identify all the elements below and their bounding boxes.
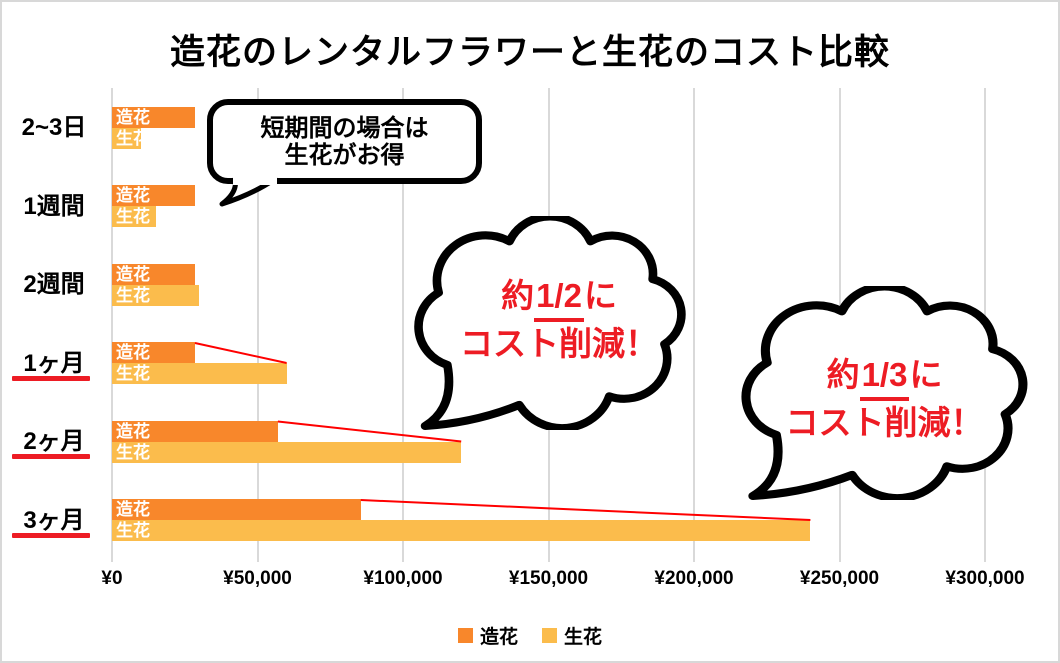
speech-bubble-line1: 短期間の場合は bbox=[260, 115, 429, 142]
gridline bbox=[256, 88, 259, 562]
bar-series-label: 造花 bbox=[116, 343, 150, 362]
speech-bubble-outline bbox=[207, 99, 482, 207]
seika-bar: 生花 bbox=[112, 363, 287, 384]
x-tick-label: ¥150,000 bbox=[508, 568, 589, 589]
speech-bubble-line2: 生花がお得 bbox=[284, 142, 405, 169]
category-underline bbox=[12, 375, 90, 381]
cloud-half-text: 約1/2に コスト削減！ bbox=[428, 274, 690, 365]
cloud-half-line1: 約1/2に bbox=[428, 274, 690, 322]
bar-series-label: 造花 bbox=[116, 107, 150, 127]
bar-series-label: 造花 bbox=[116, 186, 150, 205]
legend-item: 造花 bbox=[457, 622, 518, 649]
legend-item: 生花 bbox=[542, 622, 602, 649]
category-label: 1ヶ月 bbox=[23, 349, 85, 377]
category-label: 2ヶ月 bbox=[23, 428, 85, 455]
bar-series-label: 生花 bbox=[116, 442, 150, 462]
speech-bubble-short-term: 短期間の場合は 生花がお得 bbox=[207, 99, 482, 211]
bar-series-label: 生花 bbox=[116, 285, 150, 305]
seika-bar: 生花 bbox=[112, 127, 150, 149]
chart-legend: 造花 生花 bbox=[2, 622, 1058, 649]
x-tick-label: ¥200,000 bbox=[654, 568, 734, 589]
bar-series-label: 生花 bbox=[116, 364, 150, 383]
x-tick-label: ¥100,000 bbox=[363, 568, 443, 589]
legend-swatch bbox=[457, 628, 473, 643]
fraction-half: 1/2 bbox=[534, 274, 584, 322]
cloud-bubble-half: 約1/2に コスト削減！ bbox=[410, 216, 690, 430]
legend-label: 造花 bbox=[479, 627, 518, 648]
seika-bar: 生花 bbox=[112, 520, 811, 541]
gridline bbox=[402, 88, 404, 562]
cloud-outline bbox=[741, 286, 1028, 500]
x-tick-label: ¥300,000 bbox=[945, 568, 1025, 589]
bar-series-label: 造花 bbox=[116, 264, 150, 284]
zouka-bar: 造花 bbox=[112, 420, 278, 442]
seika-bar: 生花 bbox=[112, 441, 462, 463]
x-tick-label: ¥0 bbox=[101, 568, 123, 589]
bar-series-label: 造花 bbox=[116, 421, 150, 441]
seika-bar: 生花 bbox=[112, 284, 200, 306]
gridline bbox=[111, 88, 113, 562]
category-label: 2週間 bbox=[23, 271, 85, 298]
chart-title: 造花のレンタルフラワーと生花のコスト比較 bbox=[169, 33, 890, 72]
cloud-half-line2: コスト削減！ bbox=[460, 325, 658, 362]
legend-label: 生花 bbox=[564, 627, 603, 648]
cloud-third-text: 約1/3に コスト削減！ bbox=[737, 353, 1032, 444]
gridline bbox=[693, 88, 695, 562]
x-tick-label: ¥250,000 bbox=[799, 568, 880, 589]
cloud-bubble-third: 約1/3に コスト削減！ bbox=[737, 286, 1032, 500]
fraction-third: 1/3 bbox=[859, 353, 910, 401]
cloud-third-line2: コスト削減！ bbox=[785, 404, 984, 441]
speech-bubble-text: 短期間の場合は 生花がお得 bbox=[207, 115, 482, 169]
category-underline bbox=[12, 454, 90, 459]
zouka-bar: 造花 bbox=[112, 185, 195, 206]
zouka-bar: 造花 bbox=[112, 342, 195, 363]
cloud-outline bbox=[414, 216, 686, 430]
bar-series-label: 生花 bbox=[116, 521, 150, 540]
x-tick-label: ¥50,000 bbox=[223, 568, 292, 589]
category-label: 1週間 bbox=[23, 192, 85, 220]
category-underline bbox=[12, 532, 90, 538]
zouka-bar: 造花 bbox=[112, 263, 195, 285]
legend-swatch bbox=[542, 628, 557, 643]
cloud-third-line1: 約1/3に bbox=[737, 353, 1032, 401]
bar-series-label: 生花 bbox=[116, 128, 150, 148]
seika-bar: 生花 bbox=[112, 206, 156, 227]
connector-line bbox=[360, 499, 811, 521]
category-label: 2~3日 bbox=[21, 114, 87, 141]
zouka-bar: 造花 bbox=[112, 106, 195, 128]
connector-line bbox=[194, 342, 287, 364]
bar-series-label: 造花 bbox=[116, 500, 150, 519]
zouka-bar: 造花 bbox=[112, 499, 361, 520]
category-label: 3ヶ月 bbox=[23, 506, 85, 534]
bar-series-label: 生花 bbox=[116, 207, 150, 226]
